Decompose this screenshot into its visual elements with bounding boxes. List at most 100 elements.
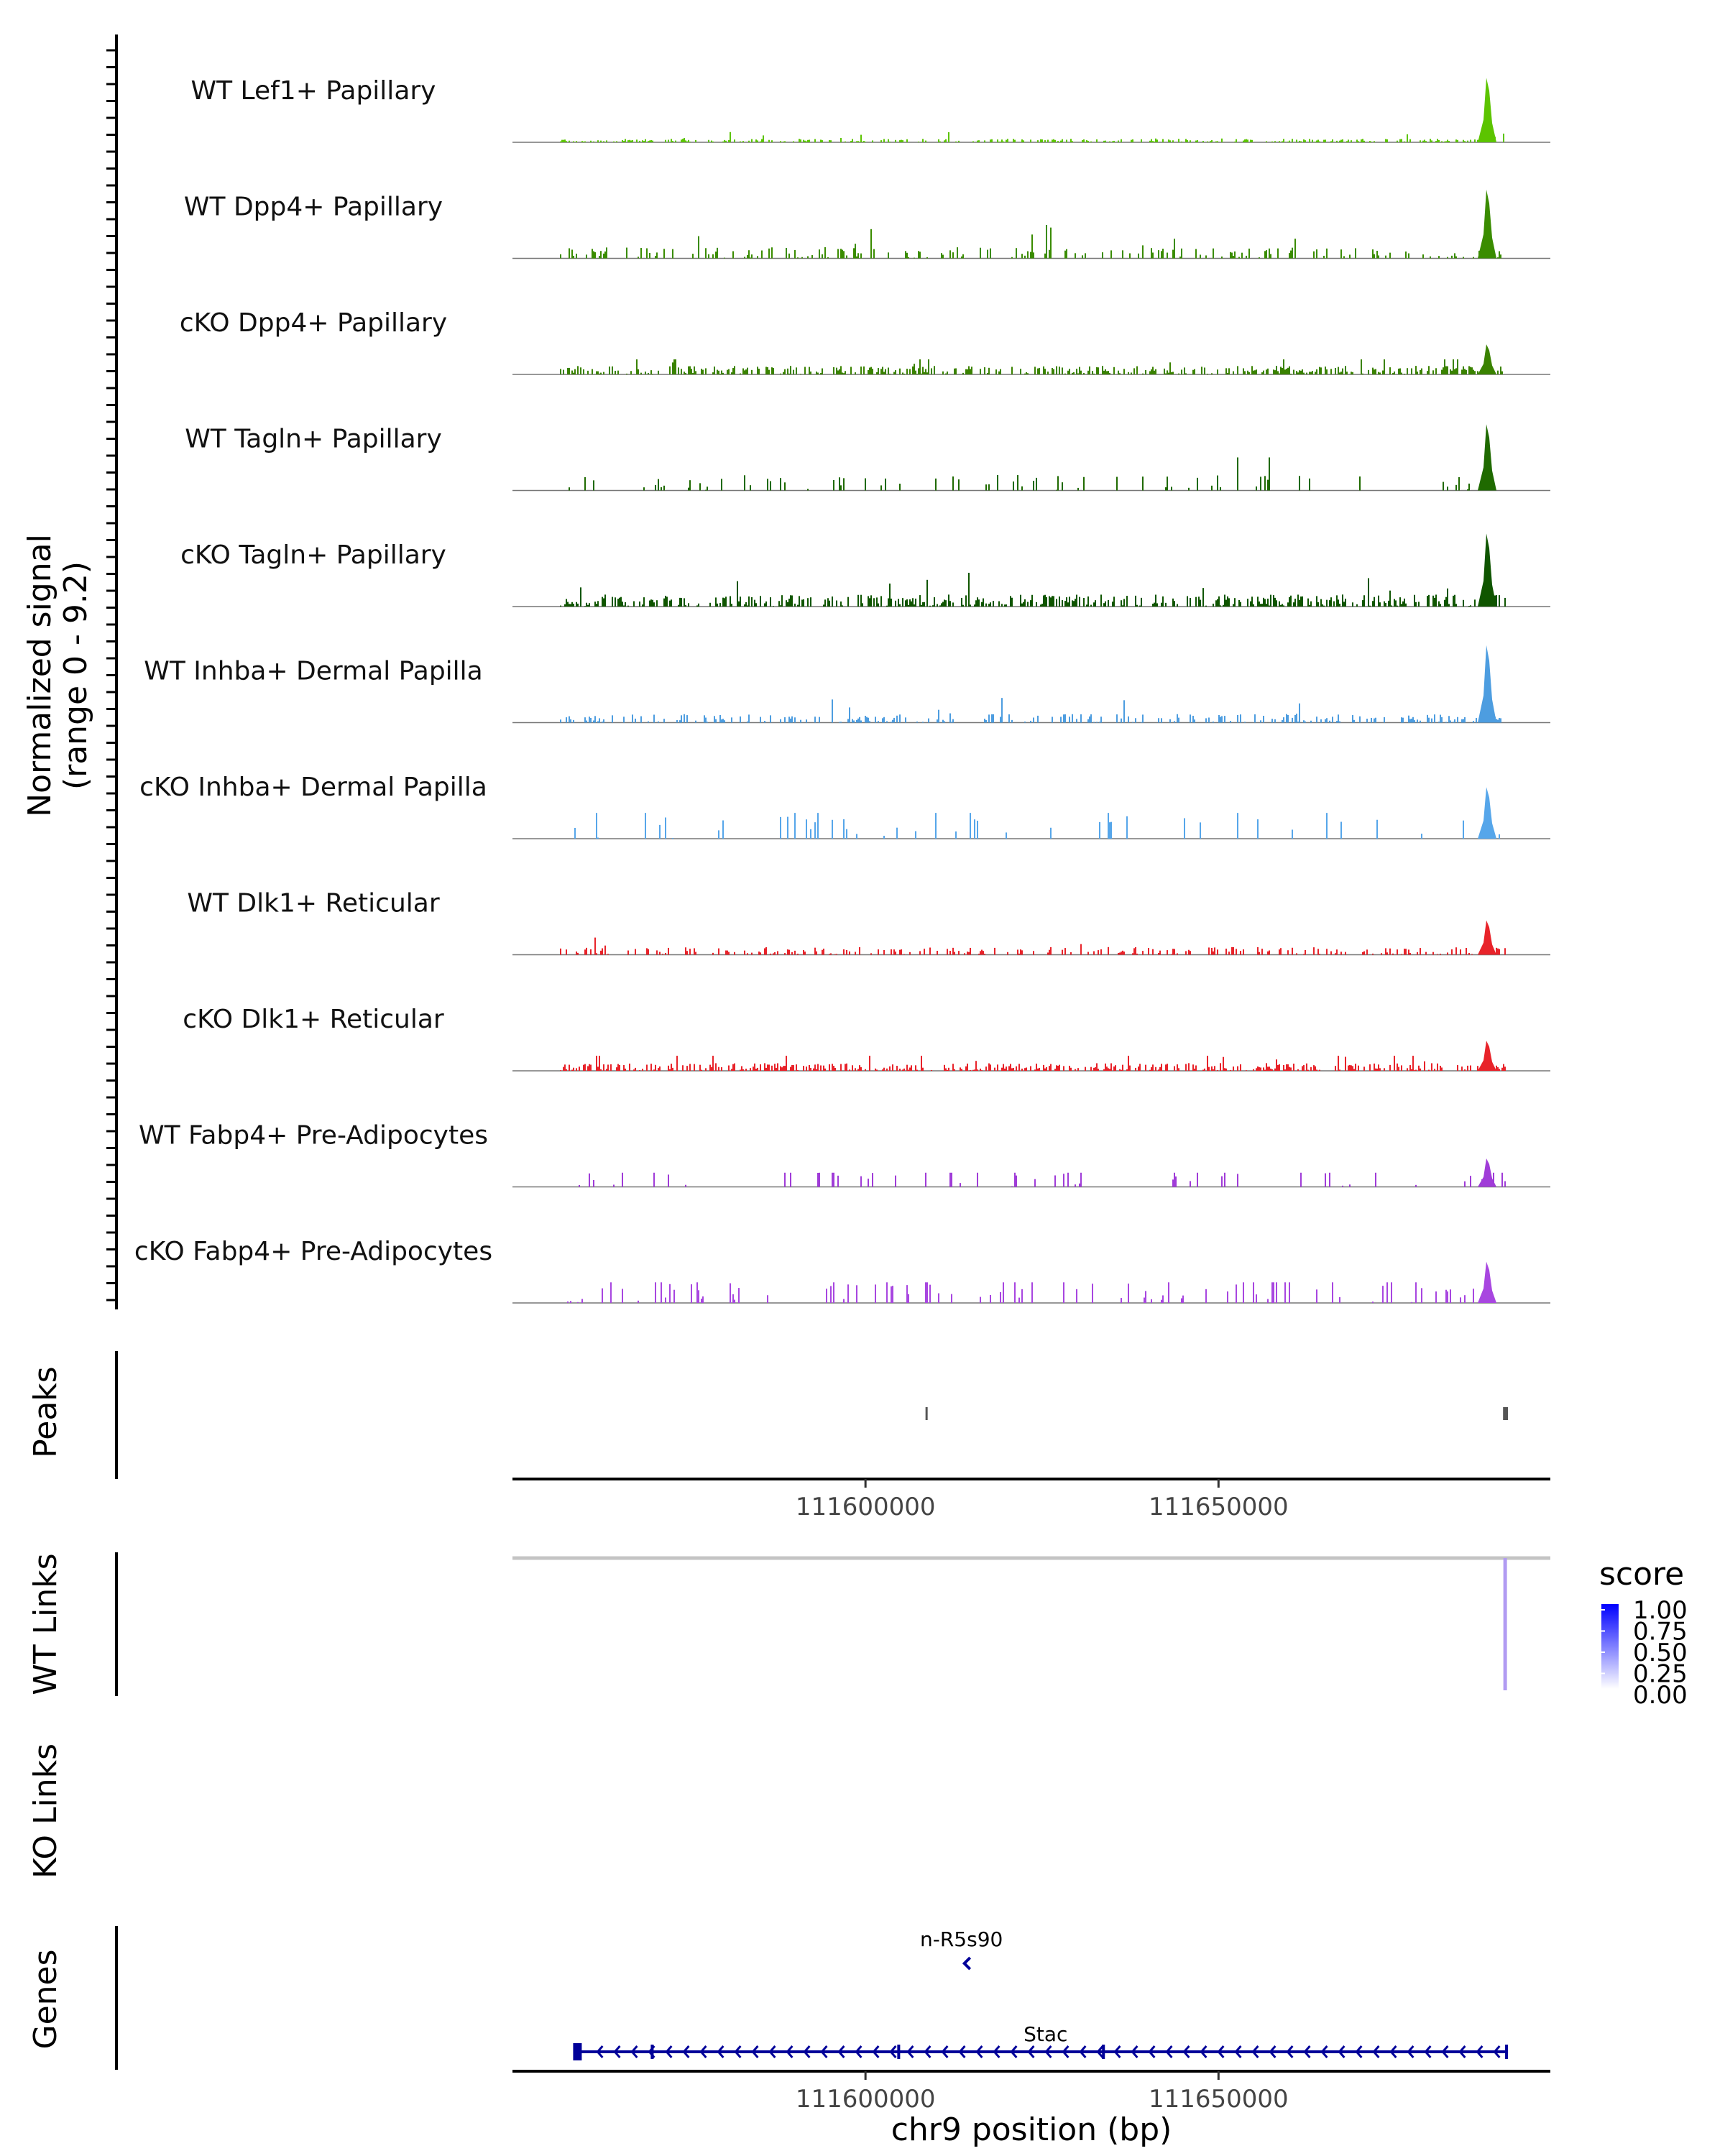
gene-strand-arrow bbox=[1079, 2045, 1087, 2058]
gene-strand-arrow bbox=[820, 2045, 828, 2058]
gene-strand-arrow bbox=[665, 2045, 673, 2058]
legend-ticks: 1.000.750.500.250.00 bbox=[1601, 1596, 1688, 1710]
peaks-panel-title: Peaks bbox=[27, 1366, 64, 1457]
gene-label: Stac bbox=[1024, 2022, 1067, 2046]
x-axis-title: chr9 position (bp) bbox=[891, 2111, 1172, 2148]
peak-mark bbox=[1503, 1407, 1509, 1420]
wt-links-panel-title: WT Links bbox=[27, 1553, 64, 1695]
gene-strand-arrow bbox=[1355, 2045, 1363, 2058]
legend-tick-label: 0.00 bbox=[1633, 1681, 1688, 1710]
gene-exon bbox=[1505, 2045, 1509, 2059]
genes-panel-title: Genes bbox=[27, 1949, 64, 2049]
gene-strand-arrow bbox=[1372, 2045, 1380, 2058]
gene-strand-arrow bbox=[975, 2045, 983, 2058]
gene-strand-arrow bbox=[1251, 2045, 1259, 2058]
x-tick-label: 111600000 bbox=[796, 2085, 936, 2114]
gene-strand-arrow bbox=[1234, 2045, 1242, 2058]
gene-strand-arrow bbox=[682, 2045, 690, 2058]
gene-strand-arrow bbox=[958, 2045, 966, 2058]
gene-strand-arrow bbox=[1320, 2045, 1328, 2058]
gene-strand-arrow bbox=[1010, 2045, 1018, 2058]
gene-strand-arrow bbox=[1458, 2045, 1466, 2058]
gene-strand-arrow bbox=[1200, 2045, 1208, 2058]
gene-strand-arrow bbox=[596, 2045, 604, 2058]
coverage-peak bbox=[1478, 787, 1496, 839]
coverage-peak bbox=[1478, 189, 1496, 259]
gene-strand-arrow bbox=[803, 2045, 811, 2058]
coverage-y-title-line2: (range 0 - 9.2) bbox=[58, 561, 94, 790]
coverage-y-title-line1: Normalized signal bbox=[22, 534, 58, 817]
gene-strand-arrow bbox=[1217, 2045, 1225, 2058]
x-tick-label: 111650000 bbox=[1149, 2085, 1289, 2114]
gene-annotations: n-R5s90 Stac bbox=[573, 1927, 1509, 2060]
gene-strand-arrow bbox=[751, 2045, 759, 2058]
coverage-track: WT Dpp4+ Papillary bbox=[184, 189, 1550, 259]
gene-strand-arrow bbox=[906, 2045, 914, 2058]
track-label: WT Dlk1+ Reticular bbox=[187, 889, 439, 918]
coverage-peak bbox=[1478, 424, 1496, 491]
gene-strand-arrow bbox=[1476, 2045, 1484, 2058]
legend-colorbar bbox=[1601, 1604, 1619, 1689]
legend-title: score bbox=[1599, 1556, 1684, 1593]
coverage-tracks: WT Lef1+ Papillary WT Dpp4+ Papillary cKO … bbox=[134, 76, 1550, 1304]
gene-strand-arrow bbox=[1062, 2045, 1070, 2058]
legend-tick-label: 0.50 bbox=[1633, 1639, 1688, 1667]
coverage-y-ticks bbox=[106, 49, 116, 1302]
coverage-peak bbox=[1478, 533, 1496, 607]
gene-strand-arrow bbox=[699, 2045, 707, 2058]
gene-strand-arrow bbox=[734, 2045, 742, 2058]
gene-strand-arrow bbox=[1286, 2045, 1294, 2058]
coverage-track: cKO Dlk1+ Reticular bbox=[183, 1005, 1550, 1072]
gene-strand-arrow bbox=[889, 2045, 897, 2058]
gene-strand-arrow bbox=[872, 2045, 880, 2058]
track-label: cKO Fabp4+ Pre-Adipocytes bbox=[134, 1237, 492, 1266]
track-label: cKO Tagln+ Papillary bbox=[180, 540, 446, 570]
gene-exon bbox=[897, 2045, 901, 2059]
gene-strand-arrow bbox=[717, 2045, 724, 2058]
gene-strand-arrow bbox=[1148, 2045, 1156, 2058]
coverage-peak bbox=[1478, 1158, 1496, 1187]
x-tick-label: 111650000 bbox=[1149, 1493, 1289, 1521]
legend-tick-label: 0.25 bbox=[1633, 1660, 1688, 1689]
coverage-track: WT Inhba+ Dermal Papilla bbox=[144, 645, 1550, 724]
x-tick-label: 111600000 bbox=[796, 1493, 936, 1521]
coverage-track: cKO Dpp4+ Papillary bbox=[180, 308, 1550, 375]
wt-links-marks bbox=[512, 1556, 1550, 1690]
ko-links-panel-title: KO Links bbox=[27, 1743, 64, 1879]
peaks-marks bbox=[925, 1407, 1509, 1420]
track-label: WT Inhba+ Dermal Papilla bbox=[144, 657, 482, 686]
track-label: cKO Inhba+ Dermal Papilla bbox=[139, 773, 487, 802]
track-label: WT Tagln+ Papillary bbox=[185, 425, 442, 454]
gene-strand-arrow bbox=[1044, 2045, 1052, 2058]
gene-strand-arrow bbox=[1182, 2045, 1190, 2058]
gene-exon bbox=[1102, 2045, 1105, 2059]
coverage-track: WT Lef1+ Papillary bbox=[191, 76, 1550, 143]
gene-strand-arrow bbox=[993, 2045, 1000, 2058]
gene-strand-arrow bbox=[1338, 2045, 1346, 2058]
gene-strand-arrow bbox=[941, 2045, 949, 2058]
peaks-x-ticks: 111600000 111650000 bbox=[796, 1479, 1289, 1521]
gene-strand-arrow bbox=[648, 2045, 656, 2058]
coverage-track: WT Tagln+ Papillary bbox=[185, 424, 1550, 492]
legend-tick-label: 0.75 bbox=[1633, 1618, 1688, 1646]
gene-strand-arrow bbox=[768, 2045, 776, 2058]
gene-strand-arrow bbox=[924, 2045, 932, 2058]
gene-strand-arrow bbox=[1493, 2045, 1501, 2058]
coverage-track: WT Fabp4+ Pre-Adipocytes bbox=[139, 1121, 1550, 1188]
track-label: WT Lef1+ Papillary bbox=[191, 76, 436, 106]
coverage-track: WT Dlk1+ Reticular bbox=[187, 889, 1550, 956]
gene-strand-arrow bbox=[962, 1956, 972, 1971]
gene-strand-arrow bbox=[630, 2045, 638, 2058]
track-label: WT Dpp4+ Papillary bbox=[184, 193, 443, 222]
legend-tick-label: 1.00 bbox=[1633, 1596, 1688, 1625]
coverage-peak bbox=[1478, 1261, 1496, 1303]
track-label: cKO Dlk1+ Reticular bbox=[183, 1005, 444, 1034]
coverage-track: cKO Inhba+ Dermal Papilla bbox=[139, 773, 1550, 839]
coverage-track: cKO Fabp4+ Pre-Adipocytes bbox=[134, 1237, 1550, 1304]
genes-x-ticks: 111600000 111650000 bbox=[796, 2071, 1289, 2114]
coverage-peak bbox=[1478, 1041, 1496, 1071]
gene-strand-arrow bbox=[1165, 2045, 1173, 2058]
coverage-peak bbox=[1478, 78, 1496, 142]
gene-strand-arrow bbox=[1303, 2045, 1311, 2058]
